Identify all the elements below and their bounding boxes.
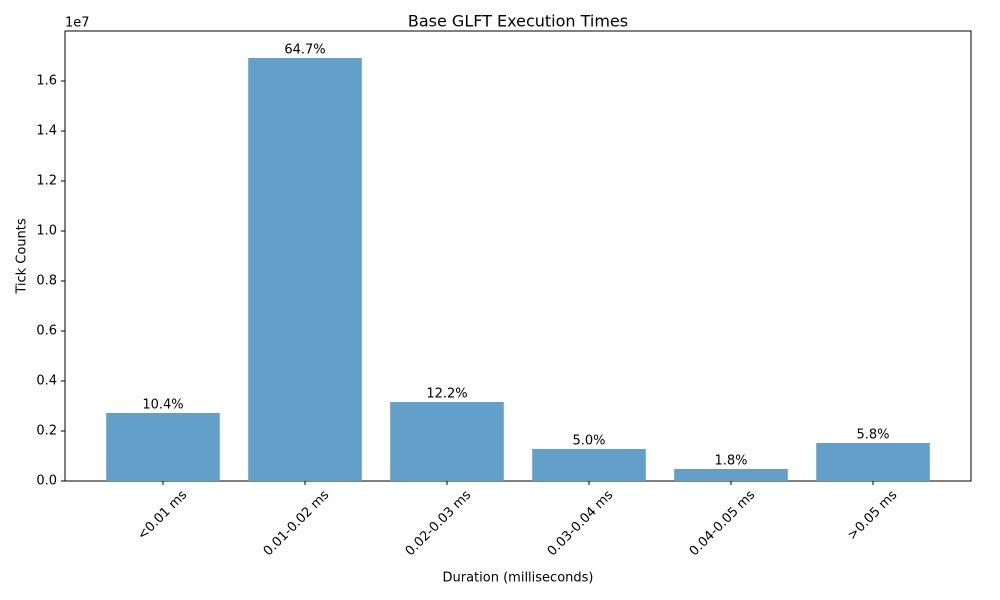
y-tick-label: 0.2 — [36, 424, 57, 439]
x-axis-label: Duration (milliseconds) — [443, 571, 594, 586]
x-tick-label: >0.05 ms — [845, 488, 901, 544]
bar — [248, 58, 362, 481]
x-tick-label: 0.04-0.05 ms — [687, 488, 759, 560]
bar-label: 12.2% — [426, 387, 467, 402]
bar-label: 5.0% — [572, 434, 605, 449]
y-tick-label: 0.8 — [36, 274, 57, 289]
y-offset-label: 1e7 — [65, 16, 90, 31]
y-tick-label: 0.4 — [36, 374, 57, 389]
bar — [532, 449, 646, 481]
bar-label: 64.7% — [284, 43, 325, 58]
y-tick-label: 0.6 — [36, 324, 57, 339]
y-tick-label: 1.2 — [36, 174, 57, 189]
bar-label: 10.4% — [142, 398, 183, 413]
x-tick-label: 0.02-0.03 ms — [403, 488, 475, 560]
bar-label: 5.8% — [857, 428, 890, 443]
x-tick-label: 0.03-0.04 ms — [545, 488, 617, 560]
bar-label: 1.8% — [714, 454, 747, 469]
x-tick-label: <0.01 ms — [135, 488, 191, 544]
x-tick-label: 0.01-0.02 ms — [261, 488, 333, 560]
y-tick-label: 1.4 — [36, 124, 57, 139]
bar — [390, 402, 504, 481]
y-tick-label: 0.0 — [36, 474, 57, 489]
y-tick-label: 1.0 — [36, 224, 57, 239]
chart-title: Base GLFT Execution Times — [408, 12, 628, 31]
y-axis-label: Tick Counts — [15, 218, 30, 295]
bar — [674, 469, 788, 481]
y-tick-label: 1.6 — [36, 74, 57, 89]
bar — [816, 443, 930, 481]
plot-frame — [64, 30, 972, 482]
bar — [106, 413, 220, 481]
